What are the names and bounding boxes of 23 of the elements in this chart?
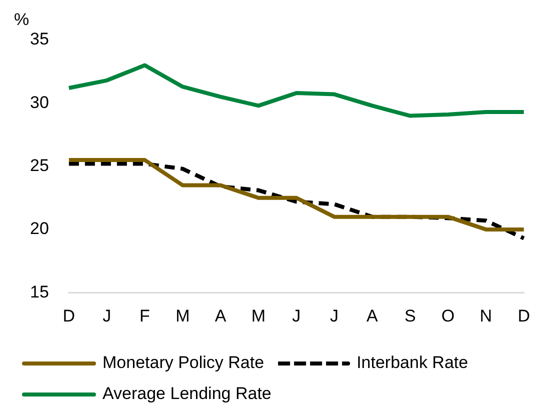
x-tick-label: M <box>251 306 266 326</box>
y-tick-label: 15 <box>30 282 49 302</box>
x-tick-label: J <box>292 306 301 326</box>
y-tick-label: 30 <box>30 92 49 112</box>
legend-label: Average Lending Rate <box>102 384 272 404</box>
x-tick-label: F <box>140 306 150 326</box>
x-tick-label: M <box>176 306 190 326</box>
y-tick-label: 25 <box>30 156 49 175</box>
x-tick-label: D <box>518 306 530 326</box>
x-tick-label: N <box>480 306 492 326</box>
x-tick-label: D <box>62 306 76 326</box>
x-tick-label: O <box>441 306 455 326</box>
x-tick-label: S <box>404 306 416 326</box>
x-tick-label: J <box>102 306 112 326</box>
x-tick-label: A <box>214 306 227 326</box>
x-tick-label: A <box>366 306 379 326</box>
legend-label: Interbank Rate <box>356 353 468 372</box>
y-tick-label: 20 <box>30 219 49 238</box>
line-series <box>66 162 526 240</box>
x-tick-label: J <box>330 306 339 326</box>
legend-label: Monetary Policy Rate <box>102 353 264 372</box>
y-tick-label: 35 <box>30 30 49 49</box>
y-axis-title: % <box>14 10 30 30</box>
